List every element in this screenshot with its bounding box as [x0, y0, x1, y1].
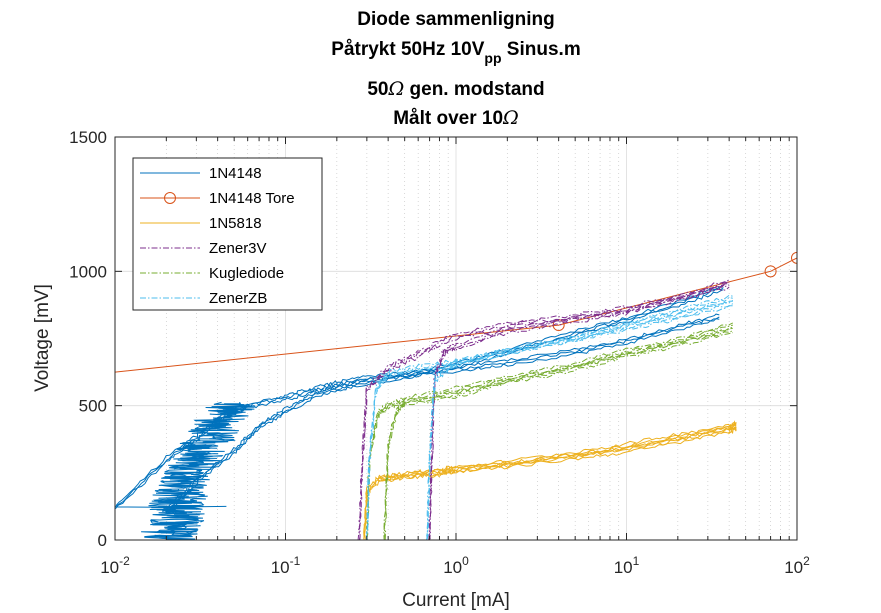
- chart-title-line-3-a: 50: [367, 79, 388, 100]
- chart-title-line-3-b: gen. modstand: [404, 79, 544, 100]
- x-tick-base: 10: [443, 558, 462, 577]
- chart-title-line-1: Diode sammenligning: [357, 9, 554, 30]
- legend-entry-zener3v: Zener3V: [209, 240, 267, 257]
- series-line-1n5818: [377, 427, 737, 483]
- x-tick-label: 101: [614, 554, 640, 577]
- chart-title-line-2-subscript: pp: [484, 50, 501, 66]
- series-line-zener3v: [428, 286, 730, 540]
- legend-entry-1n5818: 1N5818: [209, 215, 262, 232]
- omega-symbol: Ω: [502, 107, 519, 129]
- x-tick-exponent: -1: [290, 554, 301, 568]
- series-line-1n5818: [363, 420, 737, 540]
- legend-entry-zenerzb: ZenerZB: [209, 290, 267, 307]
- series-line-zener3v: [357, 279, 730, 540]
- y-tick-labels: 0 500 1000 1500: [69, 128, 107, 550]
- series-spike-1n4148: [115, 505, 227, 508]
- series-line-kuglediode: [365, 322, 734, 540]
- x-axis-label: Current [mA]: [402, 590, 510, 611]
- y-tick-label: 500: [79, 397, 107, 416]
- omega-symbol: Ω: [387, 78, 404, 100]
- series-line-zenerzb: [426, 303, 734, 540]
- series-layer: [115, 251, 797, 540]
- chart-title-line-2: Påtrykt 50Hz 10Vpp Sinus.m: [331, 39, 580, 66]
- series-line-zenerzb: [366, 295, 733, 540]
- x-tick-label: 100: [443, 554, 469, 577]
- series-line-kuglediode: [383, 327, 733, 540]
- y-tick-label: 1000: [69, 262, 107, 281]
- x-tick-exponent: 1: [633, 554, 640, 568]
- series-line-1n4148: [115, 313, 720, 506]
- chart-title-line-4: Målt over 10Ω: [393, 107, 519, 129]
- y-tick-label: 0: [98, 531, 107, 550]
- legend-samples: [140, 172, 200, 299]
- x-tick-base: 10: [271, 558, 290, 577]
- x-tick-exponent: -2: [119, 554, 130, 568]
- chart-title-line-4-a: Målt over 10: [393, 108, 503, 129]
- series-line-zener3v: [429, 284, 730, 540]
- x-tick-exponent: 0: [462, 554, 469, 568]
- series-line-kuglediode: [366, 326, 733, 539]
- x-tick-label: 102: [784, 554, 810, 577]
- chart-title-line-3: 50Ω gen. modstand: [367, 78, 544, 100]
- data-point-1n4148-tore: [791, 251, 797, 264]
- chart-title-line-2-main: Påtrykt 50Hz 10V: [331, 39, 484, 60]
- x-tick-base: 10: [614, 558, 633, 577]
- series-line-1n5818: [377, 426, 737, 481]
- x-tick-base: 10: [100, 558, 119, 577]
- series-line-zener3v: [358, 281, 730, 540]
- ticks: [114, 136, 798, 541]
- series-noise-1n4148: [150, 401, 256, 540]
- legend-entry-kuglediode: Kuglediode: [209, 265, 284, 282]
- legend-entry-1n4148-tore: 1N4148 Tore: [209, 190, 295, 207]
- chart-title-line-2-end: Sinus.m: [502, 39, 581, 60]
- legend-box: [132, 157, 323, 311]
- x-tick-label: 10-2: [100, 554, 130, 577]
- y-axis-label: Voltage [mV]: [32, 284, 53, 392]
- series-line-kuglediode: [383, 329, 734, 540]
- series-line-1n4148-tore: [115, 257, 797, 373]
- series-line-zenerzb: [426, 300, 733, 540]
- legend-entry-1n4148: 1N4148: [209, 165, 262, 182]
- data-point-1n4148-tore: [764, 265, 777, 278]
- y-tick-label: 1500: [69, 128, 107, 147]
- x-tick-label: 10-1: [271, 554, 301, 577]
- series-line-1n5818: [377, 424, 737, 480]
- legend: 1N4148 1N4148 Tore 1N5818 Zener3V Kugled…: [132, 157, 323, 311]
- x-tick-labels: 10-2 10-1 100 101 102: [100, 554, 810, 577]
- series-line-1n4148: [115, 316, 720, 507]
- x-tick-exponent: 2: [803, 554, 810, 568]
- legend-marker-1n4148-tore: [164, 192, 176, 204]
- x-tick-base: 10: [784, 558, 803, 577]
